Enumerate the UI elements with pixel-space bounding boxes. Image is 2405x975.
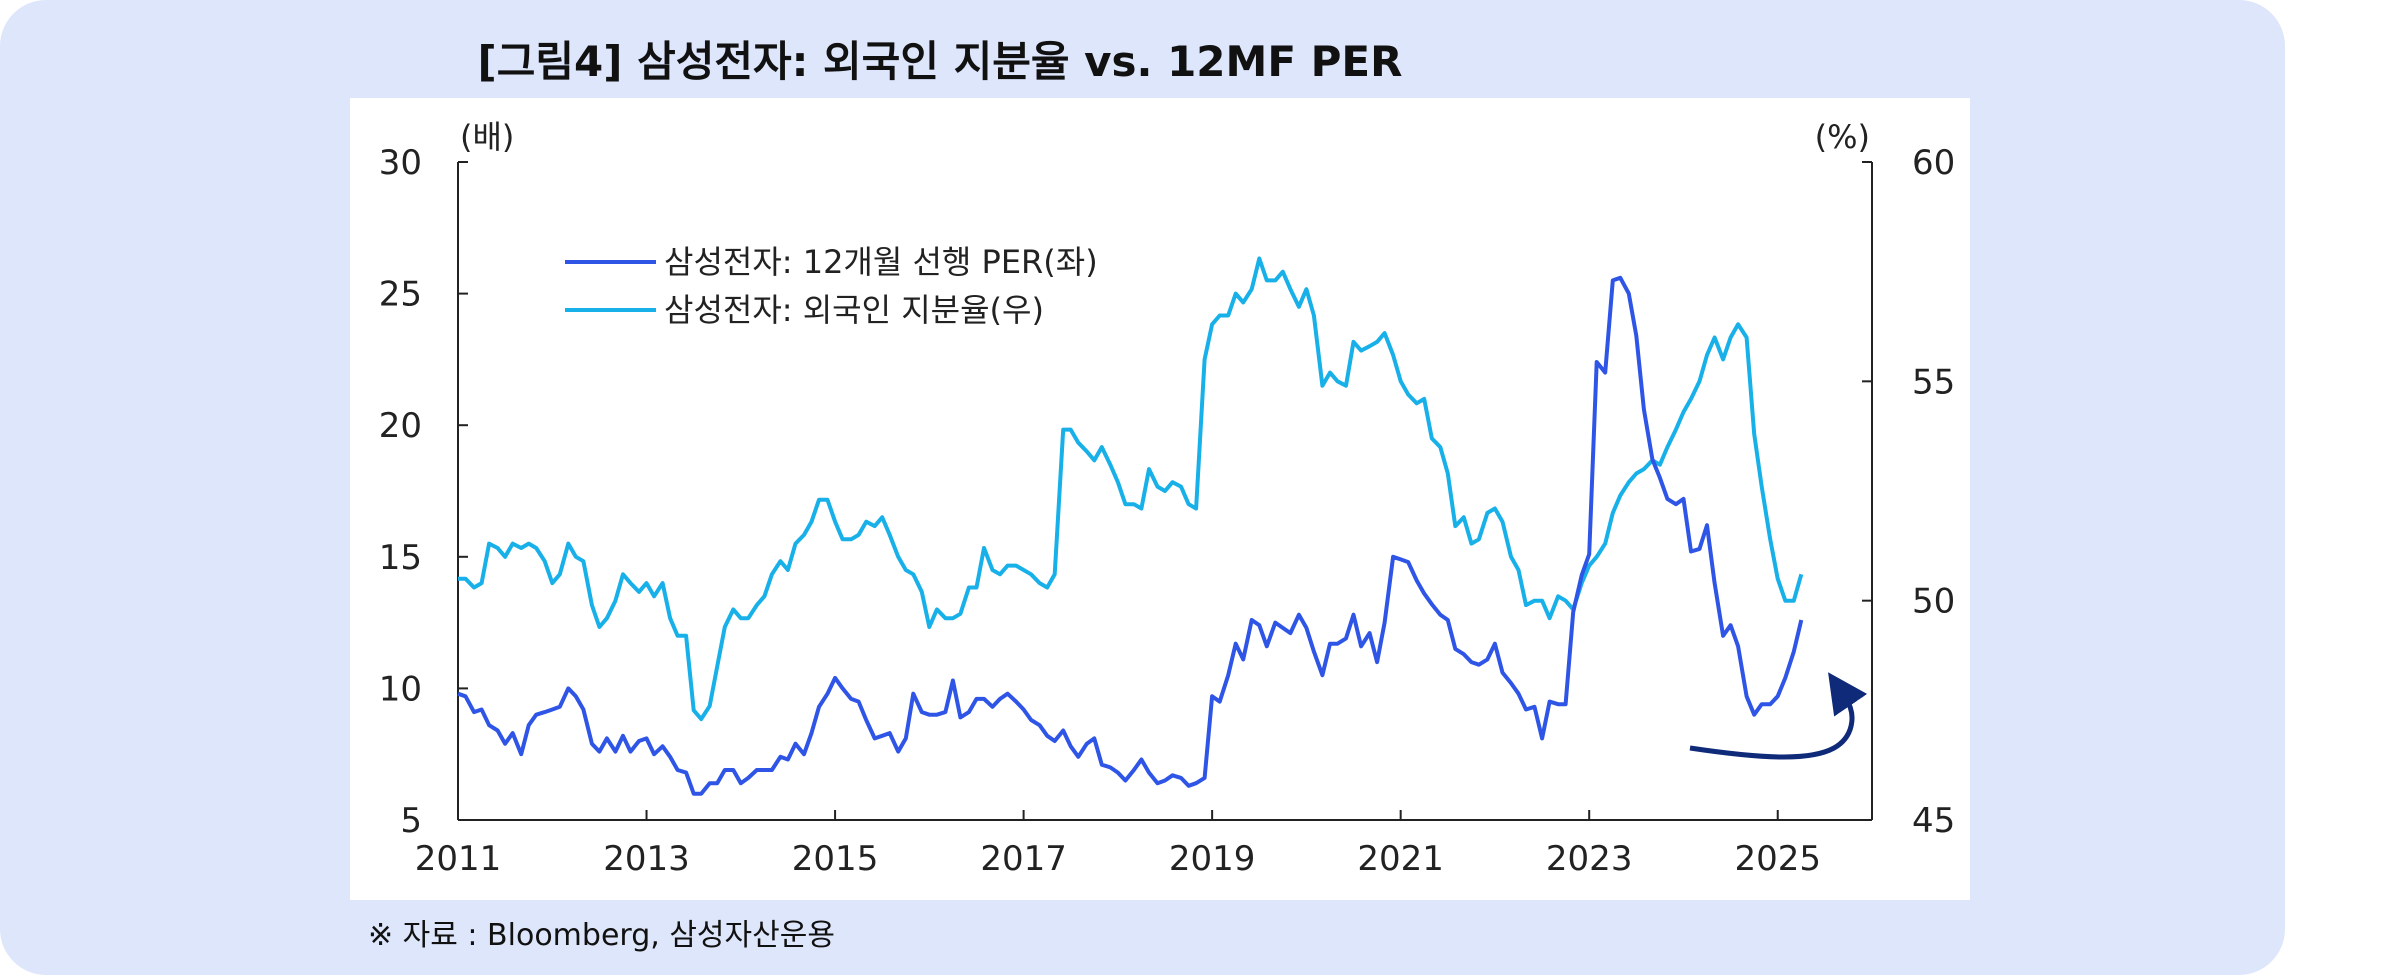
upward-curve-arrow-icon	[1688, 688, 1839, 756]
left-y-tick-label: 20	[379, 406, 422, 446]
recovery-arrow	[1690, 679, 1890, 759]
x-tick-label: 2017	[980, 839, 1067, 879]
x-tick-label: 2023	[1546, 839, 1633, 879]
chart-title: [그림4] 삼성전자: 외국인 지분율 vs. 12MF PER	[477, 37, 1403, 86]
arrow-icon	[1688, 686, 1834, 758]
right-y-tick-label: 60	[1912, 143, 1955, 183]
x-tick-label: 2019	[1169, 839, 1256, 879]
rebound-arrow-path	[1688, 682, 1840, 760]
series-line-foreign-ownership	[458, 256, 1804, 722]
left-y-tick-label: 10	[379, 669, 422, 709]
trend-arrow-icon	[1688, 682, 1843, 755]
left-y-tick-label: 15	[379, 538, 422, 578]
trend-arrow-line	[1690, 672, 1885, 759]
right-y-tick-label: 50	[1912, 582, 1955, 622]
upturn-arrow-icon	[1689, 672, 1868, 760]
source-note: ※ 자료 : Bloomberg, 삼성자산운용	[368, 918, 835, 953]
curved-arrow-icon	[1688, 686, 1841, 757]
upturn-arrow-curve	[1688, 683, 1832, 758]
x-tick-label: 2013	[603, 839, 690, 879]
series-line-per	[457, 275, 1804, 796]
left-axis-unit: (배)	[460, 118, 514, 156]
right-y-tick-label: 55	[1912, 362, 1955, 402]
left-y-tick-label: 5	[400, 801, 422, 841]
recovery-arrow-icon	[1688, 712, 1850, 755]
left-y-tick-label: 25	[379, 275, 422, 315]
x-tick-label: 2025	[1734, 839, 1821, 879]
left-y-tick-label: 30	[379, 143, 422, 183]
rise-arrow-icon	[1688, 708, 1852, 754]
rising-arrow-icon	[1688, 688, 1841, 757]
legend-label-per: 삼성전자: 12개월 선행 PER(좌)	[664, 243, 1098, 281]
right-y-tick-label: 45	[1912, 801, 1955, 841]
x-tick-label: 2015	[792, 839, 879, 879]
x-tick-label: 2021	[1357, 839, 1444, 879]
up-arrow-icon	[1688, 682, 1838, 757]
plot-area	[350, 98, 1970, 900]
right-axis-unit: (%)	[1815, 118, 1870, 156]
legend-label-foreign-ownership: 삼성전자: 외국인 지분율(우)	[664, 291, 1044, 329]
rebound-arrow	[1688, 683, 1842, 759]
x-tick-label: 2011	[415, 839, 502, 879]
